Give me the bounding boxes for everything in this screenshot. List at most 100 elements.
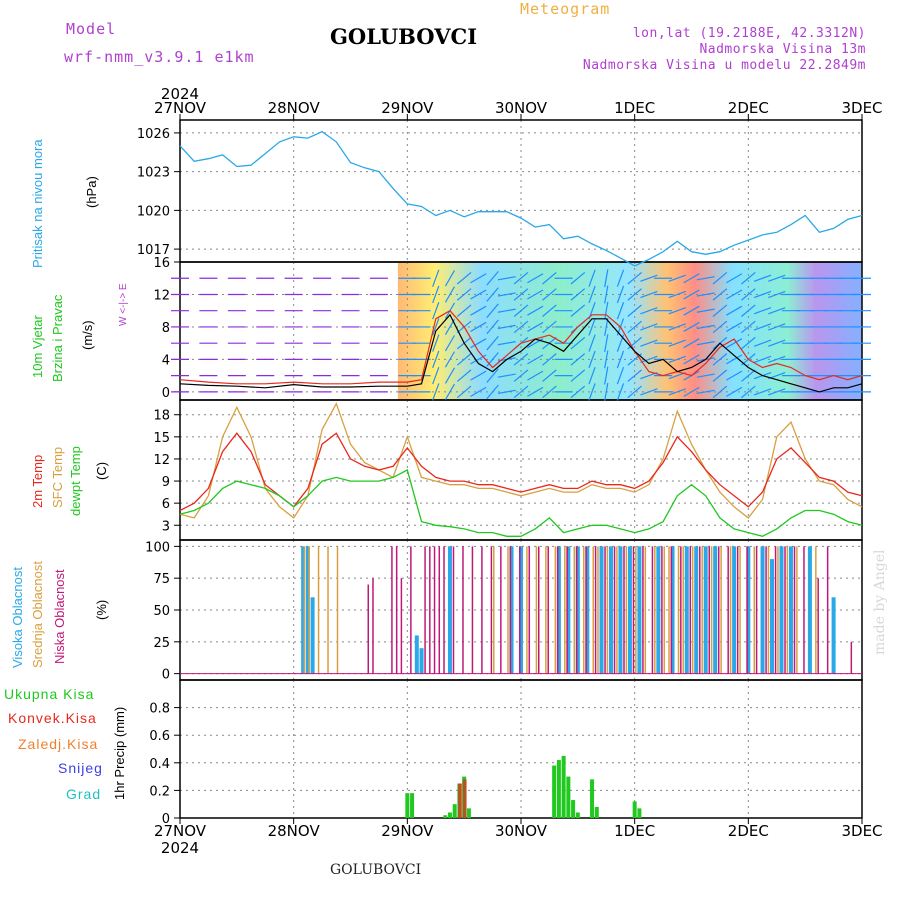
wind-arrow (726, 289, 743, 300)
wind-arrow (470, 321, 487, 332)
wind-arrow (542, 288, 557, 301)
wind-arrow (696, 324, 715, 330)
panel-frame (179, 399, 863, 541)
temp-dew-line (179, 469, 863, 537)
wind-arrow (683, 338, 700, 349)
wind-arrow (588, 366, 596, 385)
y-tick-label: 4 (162, 353, 170, 368)
wind-arrow (640, 323, 658, 331)
y-tick-label: 15 (153, 431, 170, 446)
wind-arrow (683, 321, 700, 332)
wind-arrow (768, 388, 786, 396)
year-label-bottom: 2024 (161, 839, 199, 857)
wind-arrow (527, 354, 544, 365)
cloud-high-bar (760, 546, 765, 674)
wind-arrow (768, 307, 786, 315)
y-tick-label: 1023 (137, 166, 170, 181)
wind-arrow (741, 320, 756, 334)
y-tick-label: 0.6 (149, 729, 170, 744)
cloud-high-bar (305, 546, 310, 674)
wind-arrow (486, 270, 499, 286)
cloud-high-bar (447, 546, 452, 674)
wind-arrow (753, 339, 772, 347)
cloud-high-bar (831, 597, 836, 674)
y-tick-label: 16 (153, 256, 170, 271)
precip-label-1: Ukupna Kisa (4, 686, 95, 702)
wind-arrow (616, 302, 625, 320)
cloud-high-bar (556, 546, 561, 674)
credit: made by Angel (872, 549, 888, 656)
wind-arrow (683, 386, 700, 397)
wind-arrow (726, 338, 743, 349)
wind-gust-line (179, 309, 863, 385)
wind-arrow (432, 383, 440, 401)
wind-arrow (741, 385, 756, 399)
cloud-high-bar (746, 546, 751, 674)
cloud-high-bar (566, 546, 571, 674)
wind-arrow (542, 271, 557, 285)
y-tick-label: 3 (162, 519, 170, 534)
wind-arrow (604, 301, 609, 320)
wind-arrow (683, 305, 700, 316)
y-tick-label: 0 (162, 812, 170, 827)
precip-total-bar (552, 765, 557, 818)
wind-arrow (627, 271, 642, 285)
x-tick-label-bottom: 1DEC (614, 822, 655, 840)
wind-arrow (604, 285, 609, 304)
wind-arrow (588, 350, 596, 369)
x-tick-label-top: 2DEC (728, 99, 769, 117)
wind-arrow (444, 335, 455, 352)
wind-arrow (753, 274, 772, 282)
wind-arrow (486, 352, 499, 367)
wind-arrow (432, 334, 440, 352)
wind-arrow (542, 385, 557, 399)
precip-label-4: Snijeg (58, 760, 103, 776)
precip-label-2: Konvek.Kisa (8, 710, 97, 726)
wind-arrow (668, 339, 686, 347)
precip-total-bar (590, 779, 595, 818)
wind-arrow (542, 369, 557, 382)
wind-arrow (527, 273, 544, 284)
wind-arrow (712, 320, 728, 334)
wind-arrow (470, 338, 487, 349)
model-label: Model (66, 20, 117, 38)
chart-kind: Meteogram (520, 0, 611, 18)
wind-arrow (486, 287, 499, 302)
wind-arrow (627, 304, 642, 317)
cloud-high-bar (599, 546, 604, 674)
wind-arrow (542, 320, 557, 334)
wind-arrow (588, 334, 596, 352)
wind-arrow (640, 355, 658, 364)
y-tick-label: 12 (153, 453, 170, 468)
x-tick-label-top: 28NOV (268, 99, 321, 117)
x-tick-label-bottom: 29NOV (381, 822, 434, 840)
wind-arrow (741, 288, 756, 301)
wind-arrow (527, 305, 544, 316)
y-tick-label: 0.2 (149, 784, 170, 799)
wind-arrow (513, 320, 529, 334)
footer-station: GOLUBOVCI (330, 862, 422, 878)
wind-arrow (604, 366, 609, 385)
wind-arrow (588, 285, 596, 304)
precip-total-bar (571, 800, 576, 818)
wind-arrow (668, 388, 686, 396)
wind-arrow (640, 290, 658, 299)
wind-arrow (527, 321, 544, 332)
precip-total-bar (637, 808, 642, 818)
cloud-high-bar (779, 546, 784, 674)
wind-arrow (768, 339, 786, 347)
y-tick-label: 18 (153, 409, 170, 424)
y-tick-label: 75 (153, 572, 170, 587)
wind-arrow (456, 353, 472, 366)
wind-arrow (497, 389, 516, 395)
precip-total-bar (566, 776, 571, 818)
wind-arrow (497, 292, 516, 297)
wind-arrow (570, 271, 586, 285)
wind-arrow (470, 273, 487, 284)
wind-arrow (444, 367, 455, 384)
y-tick-label: 0 (162, 386, 170, 401)
cloud-high-bar (670, 546, 675, 674)
wind-arrow (768, 323, 786, 331)
wind-arrow (696, 373, 715, 378)
cloud-high-bar (627, 546, 632, 674)
